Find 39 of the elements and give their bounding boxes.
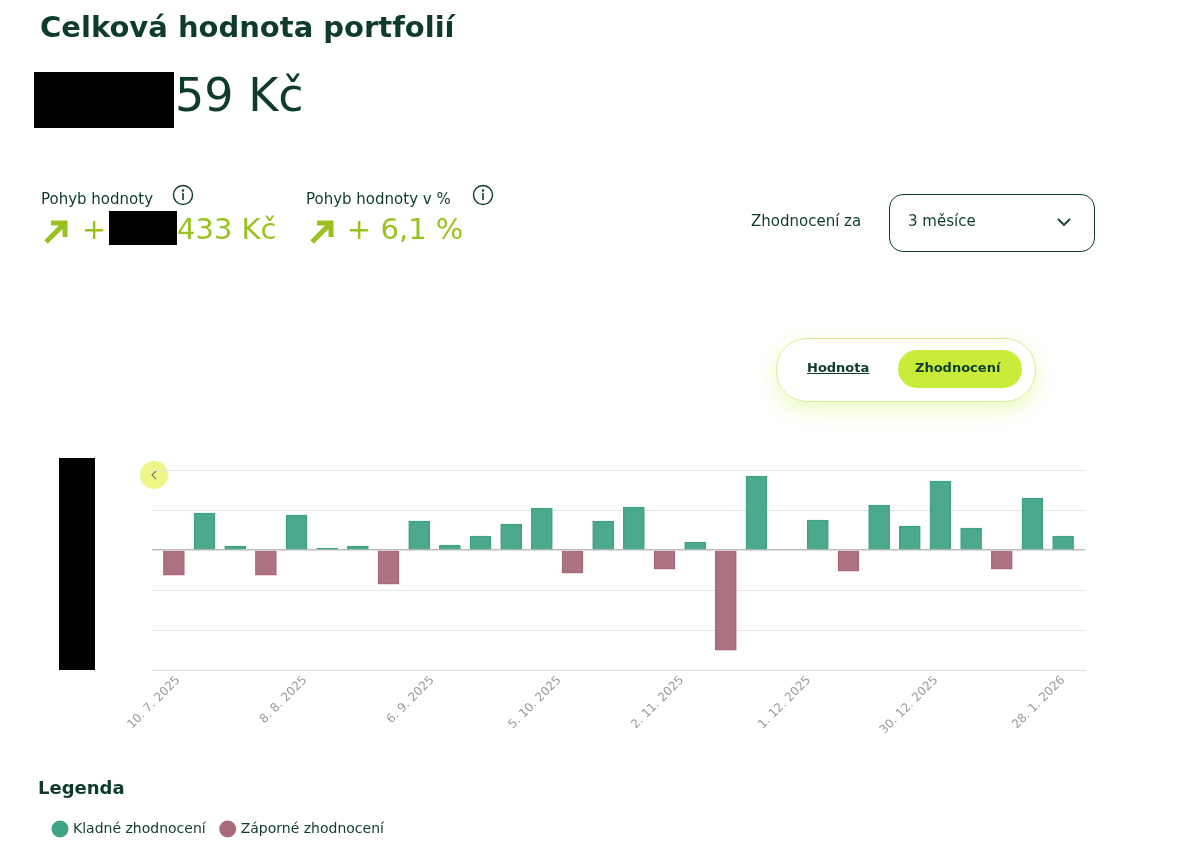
bar — [500, 523, 523, 550]
bar — [745, 475, 768, 550]
legend-label: Záporné zhodnocení — [240, 819, 386, 836]
legend-label: Kladné zhodnocení — [73, 819, 207, 836]
bar — [592, 520, 614, 550]
bar — [837, 550, 860, 572]
bar — [408, 520, 431, 550]
bar — [561, 550, 584, 574]
text: Pohyb hodnoty v % — [306, 190, 451, 208]
chart-title: Celková hodnota portfolií — [40, 10, 455, 44]
text: 3 měsíce — [908, 212, 976, 230]
bar — [653, 550, 676, 570]
text: 433 Kč — [177, 212, 277, 246]
bar — [1021, 497, 1044, 550]
bar — [684, 541, 706, 550]
bar — [469, 535, 492, 550]
bar — [960, 527, 982, 550]
text: Zhodnocení — [915, 360, 1001, 375]
bar — [1052, 535, 1074, 550]
bar — [377, 550, 400, 585]
text: + 6,1 % — [347, 212, 464, 246]
text: Hodnota — [807, 360, 870, 375]
text: 59 Kč — [175, 68, 304, 122]
bar — [898, 525, 921, 550]
bar — [623, 506, 645, 550]
text: Zhodnocení za — [751, 212, 862, 230]
bar — [285, 514, 308, 550]
bar — [868, 504, 890, 550]
legend-title: Legenda — [38, 777, 125, 799]
bar — [990, 550, 1013, 570]
bar — [255, 550, 277, 576]
text: + — [82, 212, 107, 246]
bar — [163, 550, 185, 576]
bar — [531, 507, 553, 550]
bar — [806, 519, 829, 550]
bar — [929, 480, 952, 550]
bar — [714, 550, 737, 651]
bar — [193, 512, 216, 550]
text: Pohyb hodnoty — [41, 190, 154, 208]
